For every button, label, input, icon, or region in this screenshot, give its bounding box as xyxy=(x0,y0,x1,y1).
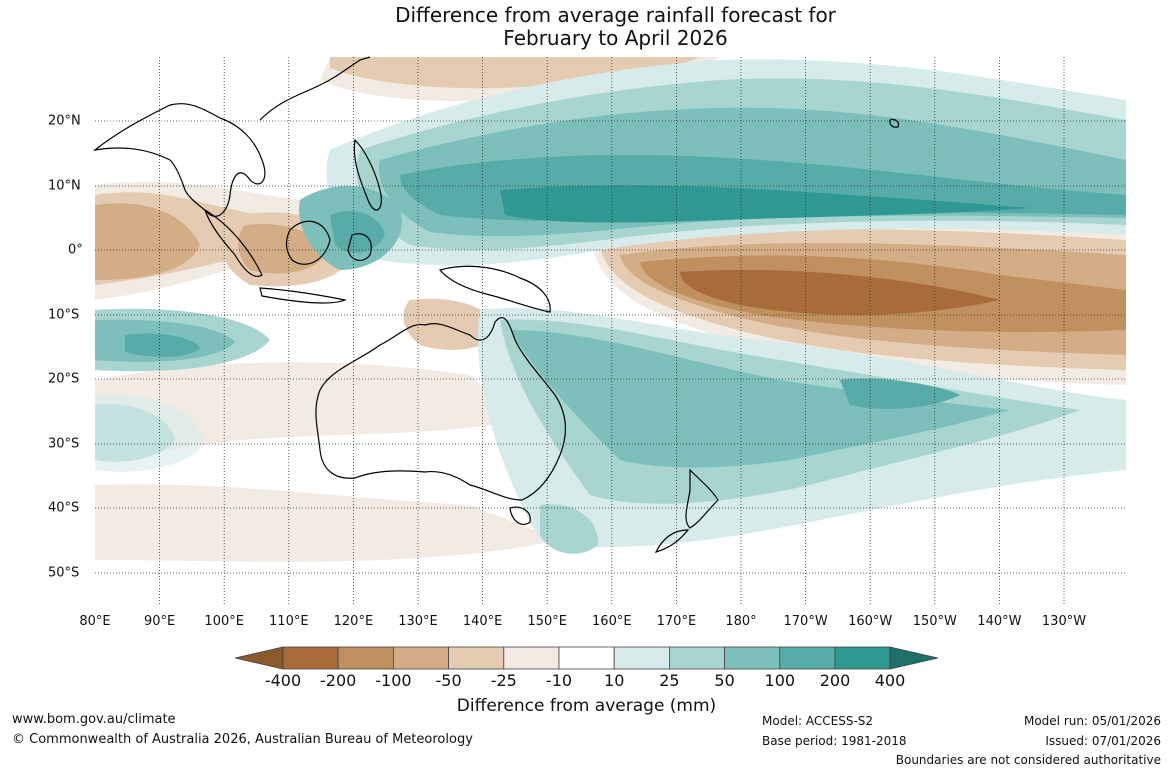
colorbar-swatch xyxy=(834,646,891,670)
australia-coastline xyxy=(315,317,567,501)
x-tick-label: 100°E xyxy=(204,614,244,629)
x-tick-label: 110°E xyxy=(269,614,309,629)
colorbar-title: Difference from average (mm) xyxy=(456,696,717,716)
dry-anomaly-light xyxy=(95,484,560,562)
y-tick-label: 10°N xyxy=(48,178,81,194)
colorbar-label: 50 xyxy=(714,671,735,690)
x-tick-label: 150°E xyxy=(527,614,567,629)
dry-anomaly-medium xyxy=(403,298,500,350)
colorbar-swatch xyxy=(724,646,781,670)
wet-anomaly-strong xyxy=(510,330,1010,468)
map-field xyxy=(95,57,1126,605)
china-coastline xyxy=(259,56,371,121)
coastlines xyxy=(92,56,900,553)
dry-anomaly-extreme xyxy=(680,269,1000,316)
x-tick-label: 130°E xyxy=(398,614,438,629)
colorbar-min-arrow xyxy=(234,646,284,670)
y-tick-label: 20°N xyxy=(48,113,81,129)
y-tick-label: 40°S xyxy=(48,500,80,516)
colorbar-label: 10 xyxy=(604,671,625,690)
colorbar-swatch xyxy=(558,646,615,670)
dry-anomaly-strong xyxy=(238,224,325,274)
colorbar-label: 400 xyxy=(874,671,906,690)
model-run-date: Model run: 05/01/2026 xyxy=(1023,714,1161,728)
x-tick-label: 160°W xyxy=(848,614,893,629)
y-tick-label: 20°S xyxy=(48,371,80,387)
x-tick-label: 120°E xyxy=(333,614,374,629)
dry-anomaly-medium xyxy=(330,57,700,89)
x-tick-label: 170°W xyxy=(783,614,828,629)
colorbar-swatch xyxy=(613,646,670,670)
colorbar-label: -50 xyxy=(435,671,462,690)
colorbar-swatch xyxy=(503,646,560,670)
issued-date: Issued: 07/01/2026 xyxy=(1045,734,1161,748)
x-tick-label: 140°W xyxy=(977,614,1022,629)
asia-coastline xyxy=(92,103,266,217)
colorbar-swatch xyxy=(669,646,726,670)
y-tick-label: 0° xyxy=(68,242,83,258)
colorbar-label: 25 xyxy=(659,671,680,690)
colorbar-swatch xyxy=(337,646,394,670)
colorbar-label: -10 xyxy=(545,671,573,690)
colorbar-label: -25 xyxy=(490,671,517,690)
colorbar-label: 100 xyxy=(764,671,796,690)
colorbar-label: -400 xyxy=(264,671,302,690)
new-guinea-coastline xyxy=(438,265,551,313)
x-tick-label: 180° xyxy=(725,614,757,629)
y-tick-label: 10°S xyxy=(48,307,80,323)
boundaries-disclaimer: Boundaries are not considered authoritat… xyxy=(895,753,1161,767)
wet-anomaly-very-strong xyxy=(840,378,960,409)
wet-anomaly-very-strong xyxy=(125,333,200,357)
colorbar-label: 200 xyxy=(819,671,851,690)
graticule xyxy=(95,57,1126,605)
dry-anomaly-strong xyxy=(95,203,200,280)
chart-title: Difference from average rainfall forecas… xyxy=(0,4,1173,50)
copyright-text: © Commonwealth of Australia 2026, Austra… xyxy=(12,732,473,747)
x-tick-label: 140°E xyxy=(462,614,503,629)
x-tick-label: 160°E xyxy=(592,614,632,629)
y-tick-label: 50°S xyxy=(48,565,80,581)
wet-anomaly-medium xyxy=(540,504,599,554)
x-tick-label: 150°W xyxy=(912,614,957,629)
tasmania-coastline xyxy=(509,506,531,525)
new-zealand-coastline xyxy=(654,468,719,553)
x-tick-label: 90°E xyxy=(143,614,176,629)
colorbar-swatch xyxy=(779,646,836,670)
x-tick-label: 80°E xyxy=(79,614,111,629)
java-coastline xyxy=(259,287,348,304)
wet-anomaly-light xyxy=(95,394,205,472)
base-period: Base period: 1981-2018 xyxy=(762,734,907,748)
title-line-2: February to April 2026 xyxy=(503,26,728,50)
website-link[interactable]: www.bom.gov.au/climate xyxy=(12,712,176,727)
wet-anomaly-extreme xyxy=(500,185,1030,223)
sulawesi-coastline xyxy=(347,233,372,262)
colorbar-label: -100 xyxy=(375,671,412,690)
colorbar-label: -200 xyxy=(320,671,357,690)
hawaii-coastline xyxy=(889,118,900,128)
borneo-coastline xyxy=(285,220,331,265)
model-name: Model: ACCESS-S2 xyxy=(762,714,874,728)
colorbar-max-arrow xyxy=(889,646,939,670)
colorbar-swatch xyxy=(282,646,339,670)
colorbar-swatch xyxy=(448,646,505,670)
title-line-1: Difference from average rainfall forecas… xyxy=(395,3,836,27)
colorbar xyxy=(234,646,939,670)
colorbar-swatch xyxy=(392,646,449,670)
philippines-coastline xyxy=(353,138,382,211)
x-tick-label: 130°W xyxy=(1041,614,1087,629)
y-tick-label: 30°S xyxy=(48,436,80,452)
x-tick-label: 170°E xyxy=(656,614,697,629)
sumatra-coastline xyxy=(203,208,263,277)
